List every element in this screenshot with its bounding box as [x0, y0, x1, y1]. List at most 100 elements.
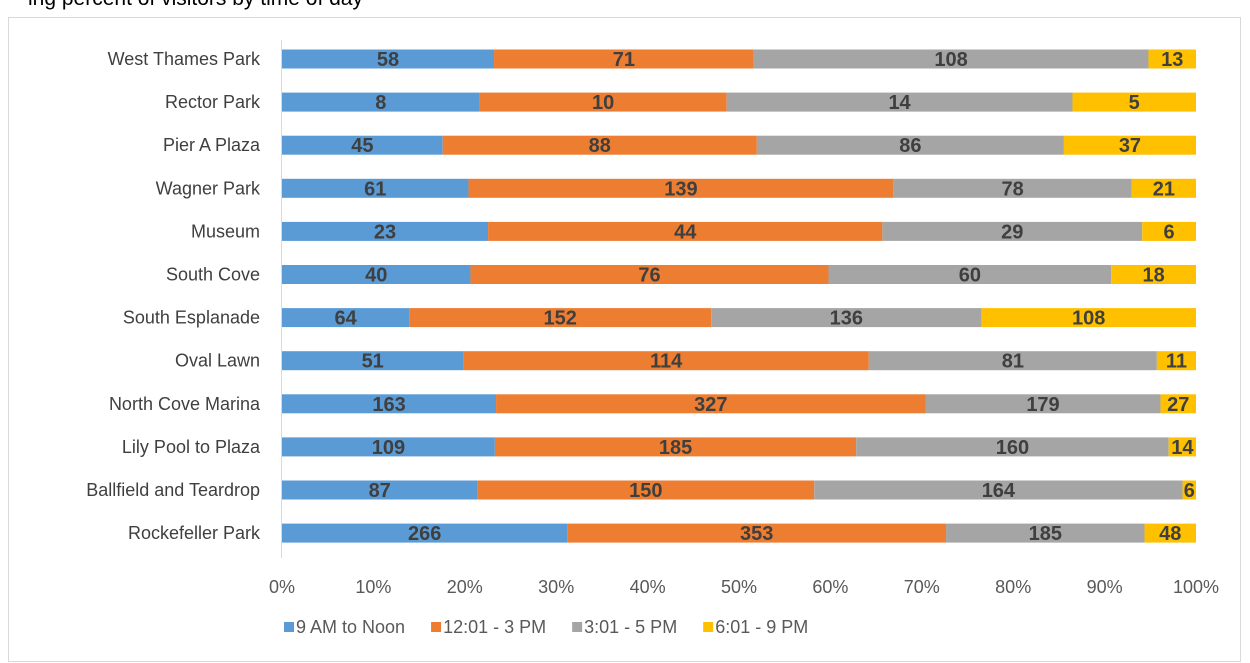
- bar-segment: [1072, 92, 1196, 112]
- data-label: 88: [589, 135, 611, 157]
- bar-segment: [1144, 523, 1196, 543]
- bar-segment: [1063, 135, 1196, 155]
- data-label: 40: [365, 265, 387, 287]
- bar-segment: [282, 49, 495, 69]
- bar-segment: [893, 178, 1132, 198]
- x-tick-label: 0%: [269, 577, 295, 597]
- data-label: 27: [1167, 394, 1189, 416]
- bar-segment: [282, 523, 568, 543]
- bar-segment: [1182, 480, 1196, 500]
- data-label: 14: [1171, 437, 1194, 459]
- data-label: 179: [1026, 394, 1059, 416]
- data-label: 136: [830, 308, 863, 330]
- data-label: 86: [899, 135, 921, 157]
- data-label: 185: [1029, 523, 1062, 545]
- data-label: 10: [592, 92, 614, 114]
- data-label: 163: [372, 394, 405, 416]
- data-label: 150: [629, 480, 662, 502]
- x-tick-label: 100%: [1173, 577, 1219, 597]
- bar-segment: [409, 308, 712, 328]
- bar-segment: [1142, 221, 1196, 241]
- bar-segment: [753, 49, 1149, 69]
- bar-segment: [479, 92, 727, 112]
- bar-segment: [814, 480, 1183, 500]
- data-label: 139: [664, 178, 697, 200]
- data-label: 51: [362, 351, 384, 373]
- bar-segment: [496, 394, 926, 414]
- data-label: 6: [1164, 221, 1175, 243]
- bar-segment: [282, 308, 410, 328]
- data-label: 44: [674, 221, 697, 243]
- data-label: 29: [1001, 221, 1023, 243]
- category-label: Wagner Park: [156, 178, 261, 198]
- data-label: 37: [1119, 135, 1141, 157]
- category-label: Rockefeller Park: [128, 523, 261, 543]
- category-label: Rector Park: [165, 92, 261, 112]
- category-label: West Thames Park: [108, 49, 261, 69]
- data-label: 14: [888, 92, 911, 114]
- data-label: 5: [1129, 92, 1140, 114]
- data-label: 58: [377, 49, 399, 71]
- bar-segment: [282, 394, 497, 414]
- legend-label: 9 AM to Noon: [296, 617, 405, 637]
- x-tick-label: 80%: [995, 577, 1031, 597]
- data-label: 11: [1166, 351, 1187, 373]
- x-tick-label: 30%: [538, 577, 574, 597]
- stacked-bar-chart: West Thames Park 58 71 108 13 Rector Park 8 10 1…: [86, 40, 1219, 637]
- bar-segment: [981, 308, 1196, 328]
- data-label: 185: [659, 437, 692, 459]
- bar-segment: [868, 351, 1157, 371]
- bar-segment: [463, 351, 869, 371]
- data-label: 76: [638, 265, 660, 287]
- bar-segment: [282, 92, 480, 112]
- data-label: 23: [374, 221, 396, 243]
- category-label: Oval Lawn: [175, 351, 260, 371]
- bar-segment: [442, 135, 757, 155]
- bar-segment: [488, 221, 883, 241]
- data-label: 353: [740, 523, 773, 545]
- data-label: 71: [613, 49, 635, 71]
- bar-segment: [711, 308, 982, 328]
- category-label: Ballfield and Teardrop: [86, 480, 260, 500]
- bar-segment: [282, 351, 464, 371]
- data-label: 45: [351, 135, 373, 157]
- bar-segment: [567, 523, 947, 543]
- bar-segment: [726, 92, 1073, 112]
- bar-segment: [468, 178, 894, 198]
- legend-swatch: [572, 622, 583, 632]
- legend-label: 3:01 - 5 PM: [584, 617, 677, 637]
- data-label: 6: [1184, 480, 1195, 502]
- bar-segment: [494, 437, 857, 457]
- legend-swatch: [431, 622, 442, 632]
- legend-swatch: [284, 622, 294, 632]
- category-label: South Esplanade: [123, 308, 260, 328]
- data-label: 81: [1002, 351, 1024, 373]
- bar-segment: [1168, 437, 1196, 457]
- category-label: North Cove Marina: [109, 394, 261, 414]
- bar-segment: [1156, 351, 1196, 371]
- x-tick-label: 10%: [355, 577, 391, 597]
- bar-segment: [925, 394, 1161, 414]
- data-label: 164: [982, 480, 1016, 502]
- category-label: Pier A Plaza: [163, 135, 261, 155]
- bar-segment: [282, 221, 489, 241]
- data-label: 61: [364, 178, 386, 200]
- bar-segment: [1111, 265, 1196, 284]
- bar-segment: [282, 437, 495, 457]
- bar-segment: [477, 480, 815, 500]
- data-label: 109: [372, 437, 405, 459]
- data-label: 64: [334, 308, 357, 330]
- data-label: 266: [408, 523, 441, 545]
- bar-segment: [1160, 394, 1196, 414]
- bar-segment: [882, 221, 1143, 241]
- x-tick-label: 40%: [630, 577, 666, 597]
- bar-segment: [494, 49, 754, 69]
- data-label: 13: [1161, 49, 1183, 71]
- data-label: 87: [369, 480, 391, 502]
- bar-segment: [828, 265, 1112, 284]
- chart-area: West Thames Park 58 71 108 13 Rector Park 8 10 1…: [8, 17, 1241, 662]
- bar-segment: [282, 135, 443, 155]
- bar-segment: [470, 265, 829, 284]
- legend-label: 12:01 - 3 PM: [443, 617, 546, 637]
- x-tick-label: 60%: [812, 577, 848, 597]
